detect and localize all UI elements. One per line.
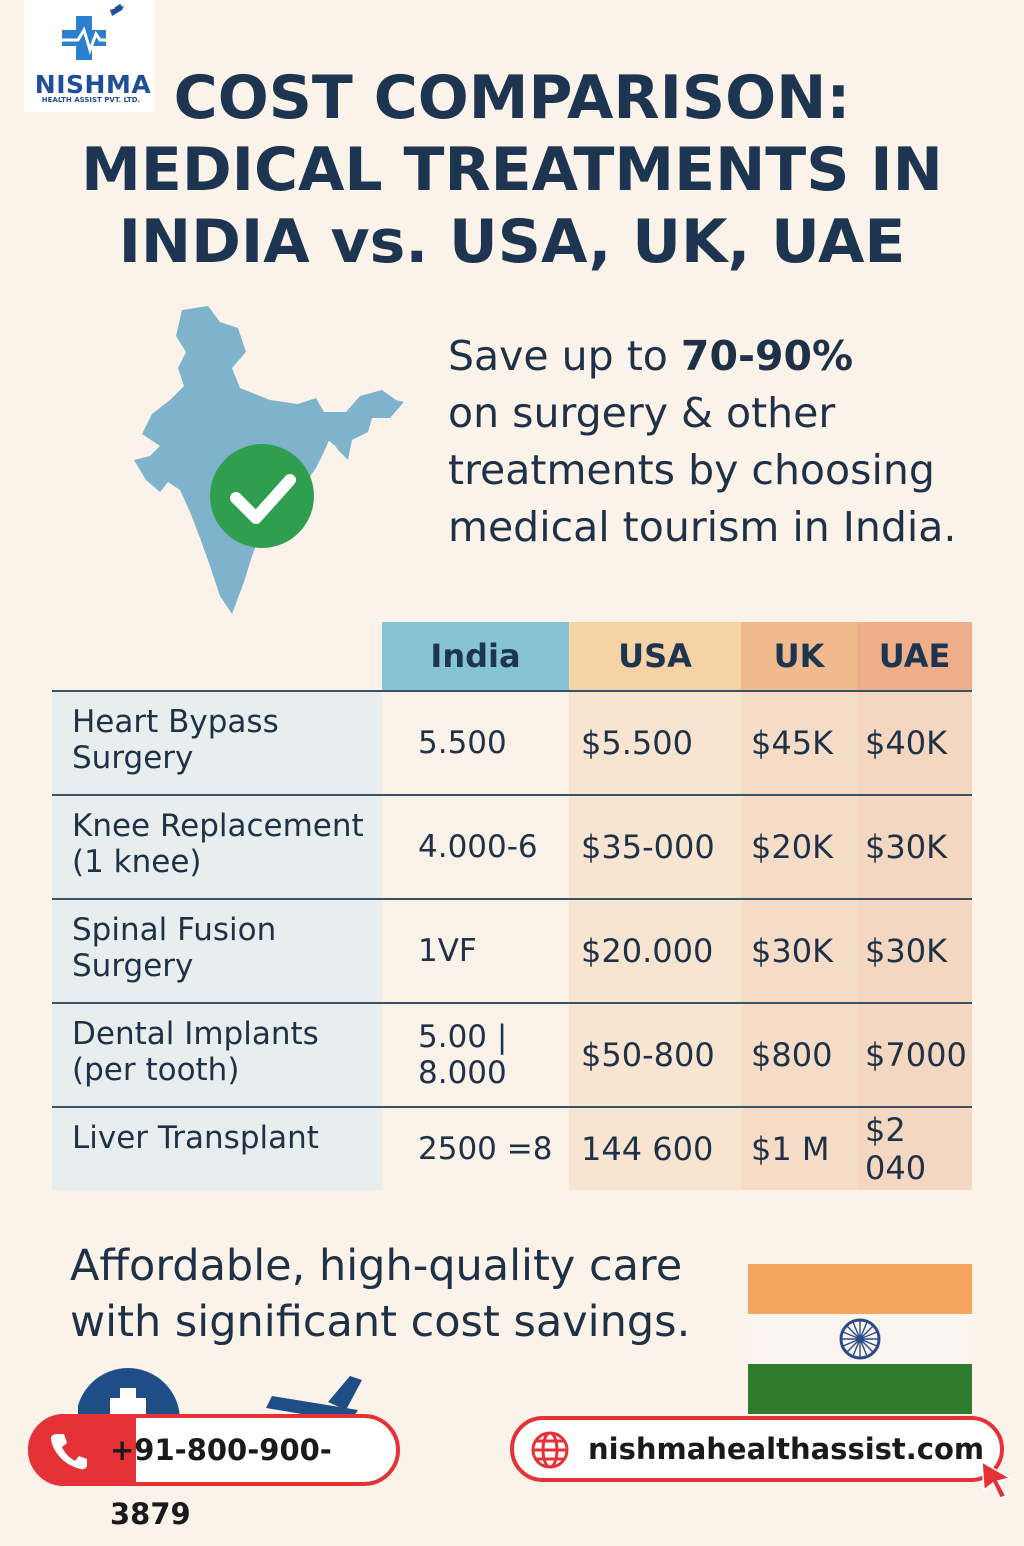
header-uae: UAE [857,622,972,690]
table-row: Liver Transplant 2500 =8 144 600 $1 M $2… [52,1106,972,1190]
table-row: Knee Replacement (1 knee) 4.000-6 $35-000… [52,794,972,898]
uae-price: $40K [865,724,948,762]
usa-price: $20.000 [581,932,714,970]
medical-cross-heartbeat-plane-icon [58,4,132,60]
treatment-name: Heart Bypass Surgery [72,704,279,776]
tagline-prefix: Save up to [448,332,681,380]
title-line-3: INDIA vs. USA, UK, UAE [118,207,906,277]
page-title: COST COMPARISON: MEDICAL TREATMENTS IN I… [40,62,984,278]
globe-icon [531,1431,569,1469]
india-price: 5.500 [418,725,507,761]
brand-name: NISHMA [34,70,152,99]
treatment-name: Dental Implants (per tooth) [72,1016,319,1088]
slogan-line-2: with significant cost savings. [70,1297,691,1347]
uk-price: $30K [751,932,834,970]
treatment-name: Liver Transplant [72,1120,319,1156]
uae-price: $30K [865,932,948,970]
india-map-icon [134,306,404,614]
cursor-arrow-icon [981,1460,1012,1499]
savings-highlight: 70-90% [680,332,854,380]
tagline-line-4: medical tourism in India. [448,503,957,551]
uae-price: $2 040 [865,1111,927,1187]
india-price: 2500 =8 [418,1131,553,1167]
phone-number: +91-800-900-3879 [110,1433,332,1531]
phone-contact-button[interactable]: +91-800-900-3879 [28,1414,400,1531]
phone-icon [28,1414,136,1486]
usa-price: $35-000 [581,828,715,866]
india-price: 5.00 | 8.000 [418,1019,508,1091]
header-uk: UK [741,622,857,690]
slogan: Affordable, high-quality care with signi… [70,1238,730,1350]
website-url: nishmahealthassist.com [588,1432,985,1466]
treatment-name: Knee Replacement (1 knee) [72,808,364,880]
tagline-line-3: treatments by choosing [448,446,935,494]
slogan-line-1: Affordable, high-quality care [70,1241,683,1291]
medical-cross-icon [78,1368,180,1426]
title-line-2: MEDICAL TREATMENTS IN [81,135,943,205]
treatment-name: Spinal Fusion Surgery [72,912,277,984]
uae-price: $30K [865,828,948,866]
table-row: Heart Bypass Surgery 5.500 $5.500 $45K $4… [52,690,972,794]
brand-logo: NISHMA HEALTH ASSIST PVT. LTD. [24,0,154,112]
title-line-1: COST COMPARISON: [173,63,851,133]
india-price: 4.000-6 [418,829,538,865]
uk-price: $800 [751,1036,833,1074]
check-circle-icon [210,444,314,548]
tagline-line-2: on surgery & other [448,389,836,437]
brand-subtitle: HEALTH ASSIST PVT. LTD. [41,96,141,104]
usa-price: $50-800 [581,1036,715,1074]
header-india: India [382,622,569,690]
table-row: Dental Implants (per tooth) 5.00 | 8.000 $… [52,1002,972,1106]
savings-tagline: Save up to 70-90% on surgery & other tre… [448,328,1008,556]
website-link[interactable]: nishmahealthassist.com [510,1416,1004,1482]
india-price: 1VF [418,933,477,969]
uk-price: $20K [751,828,834,866]
uae-price: $7000 [865,1036,967,1074]
usa-price: 144 600 [581,1130,714,1168]
uk-price: $45K [751,724,834,762]
usa-price: $5.500 [581,724,693,762]
table-row: Spinal Fusion Surgery 1VF $20.000 $30K $3… [52,898,972,1002]
header-usa: USA [569,622,741,690]
uk-price: $1 M [751,1130,830,1168]
india-flag-icon [748,1264,972,1414]
